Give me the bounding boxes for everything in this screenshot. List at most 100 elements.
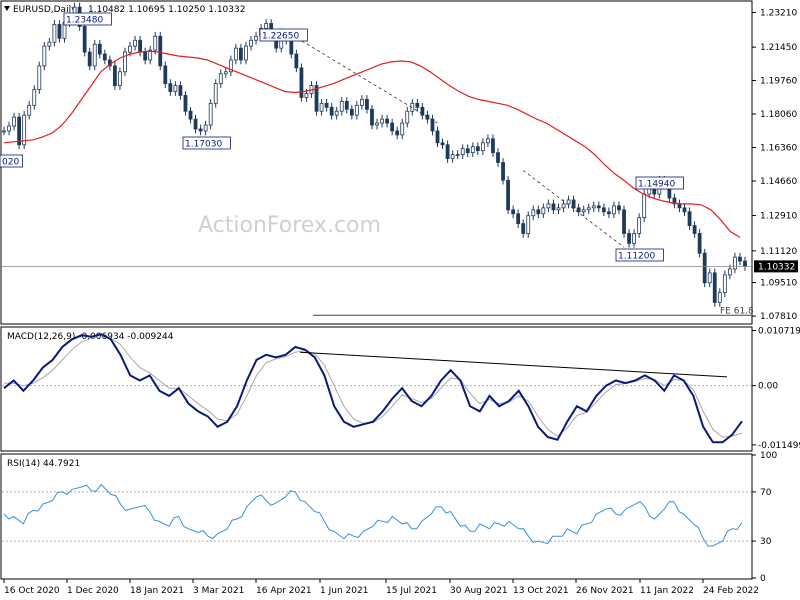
x-tick-label: 24 Feb 2022 bbox=[703, 586, 759, 596]
price-candle bbox=[707, 272, 712, 284]
price-candle bbox=[581, 209, 586, 213]
rsi-axis: 100 70 30 0 bbox=[752, 451, 777, 584]
price-candle bbox=[551, 203, 556, 211]
price-label-box bbox=[615, 248, 664, 262]
rsi-tick-label: 100 bbox=[760, 451, 777, 461]
price-candle bbox=[712, 272, 717, 303]
price-label-box bbox=[0, 154, 24, 168]
price-label: 020 bbox=[2, 158, 19, 168]
macd-tick-label: 0.00 bbox=[758, 382, 778, 392]
price-candle bbox=[733, 256, 737, 270]
trendline-dashed bbox=[281, 28, 438, 124]
price-candle bbox=[632, 233, 637, 244]
watermark: ActionForex.com bbox=[198, 213, 381, 238]
price-candle bbox=[576, 207, 581, 213]
price-candle bbox=[743, 260, 747, 267]
x-tick-label: 15 Jul 2021 bbox=[386, 586, 437, 596]
price-candle bbox=[606, 211, 611, 215]
price-candle bbox=[722, 274, 727, 294]
dropdown-arrow-icon[interactable] bbox=[4, 6, 10, 11]
rsi-tick-label: 70 bbox=[760, 488, 772, 498]
price-candle bbox=[586, 207, 591, 211]
price-candle bbox=[526, 215, 531, 234]
price-candle bbox=[405, 110, 410, 124]
x-tick-label: 11 Jan 2022 bbox=[640, 586, 694, 596]
x-tick-label: 16 Apr 2021 bbox=[256, 586, 312, 596]
price-candle bbox=[133, 39, 137, 47]
price-candle bbox=[153, 35, 158, 51]
x-tick-label: 3 Mar 2021 bbox=[193, 586, 244, 596]
price-label: 1.17030 bbox=[185, 140, 222, 150]
price-candle bbox=[233, 47, 238, 61]
current-price-box bbox=[754, 260, 798, 273]
price-candle bbox=[697, 233, 702, 254]
price-candle bbox=[359, 99, 364, 106]
price-candle bbox=[531, 209, 536, 217]
price-candle bbox=[601, 207, 606, 213]
price-candle bbox=[440, 142, 445, 146]
price-label: 1.22650 bbox=[262, 32, 299, 42]
price-symbol: EURUSD,Daily bbox=[13, 5, 77, 15]
price-candle bbox=[118, 71, 122, 87]
price-candle bbox=[148, 49, 153, 61]
price-candle bbox=[349, 108, 354, 116]
price-candle bbox=[128, 45, 132, 53]
price-candle bbox=[314, 85, 319, 112]
price-candle bbox=[223, 71, 228, 75]
price-candle bbox=[390, 122, 395, 132]
price-candle bbox=[228, 59, 233, 73]
rsi-tick-label: 0 bbox=[760, 574, 766, 584]
price-candle bbox=[173, 85, 178, 92]
price-candle bbox=[143, 51, 148, 61]
price-tick-label: 1.19760 bbox=[760, 76, 797, 86]
moving-average bbox=[3, 50, 741, 238]
price-label-box bbox=[259, 28, 308, 42]
price-candle bbox=[430, 118, 435, 132]
price-candle bbox=[480, 142, 485, 152]
price-candle bbox=[566, 199, 571, 205]
price-candle bbox=[102, 53, 107, 61]
price-candle bbox=[556, 207, 561, 211]
x-tick-label: 30 Aug 2021 bbox=[450, 586, 508, 596]
price-candle bbox=[339, 100, 344, 112]
price-candle bbox=[27, 104, 32, 116]
price-candle bbox=[294, 53, 299, 69]
price-candle bbox=[501, 162, 505, 181]
price-candle bbox=[596, 205, 601, 209]
price-tick-label: 1.07810 bbox=[760, 312, 797, 322]
rsi-tick-label: 30 bbox=[760, 537, 772, 547]
price-candle bbox=[450, 154, 455, 159]
price-label-box bbox=[635, 176, 684, 190]
price-candle bbox=[375, 122, 379, 126]
price-candle bbox=[324, 102, 329, 108]
price-candle bbox=[365, 99, 369, 110]
price-candle bbox=[264, 23, 269, 29]
price-tick-label: 1.09510 bbox=[760, 279, 797, 289]
price-candle bbox=[138, 39, 143, 53]
price-candle bbox=[491, 138, 495, 154]
price-candle bbox=[692, 225, 697, 234]
macd-panel bbox=[0, 326, 753, 452]
price-candle bbox=[304, 93, 309, 98]
x-tick-label: 26 Nov 2021 bbox=[576, 586, 634, 596]
price-label: 1.14940 bbox=[638, 180, 675, 190]
price-candle bbox=[516, 213, 521, 225]
price-candle bbox=[299, 67, 304, 98]
price-candle bbox=[521, 223, 526, 234]
macd-axis: 0.010719 0.00 -0.011499 bbox=[752, 326, 800, 451]
price-candle bbox=[168, 83, 173, 92]
price-candle bbox=[506, 179, 510, 211]
price-candle bbox=[112, 65, 117, 87]
macd-trendline bbox=[299, 351, 728, 378]
price-annotations: 1.23480 1.22650 1.17030 1.14940 1.11200 020 FE… bbox=[0, 12, 754, 316]
price-candle bbox=[244, 45, 248, 61]
price-candle bbox=[511, 209, 516, 215]
price-candle bbox=[370, 108, 374, 126]
price-candle bbox=[47, 41, 52, 47]
price-tick-label: 1.12910 bbox=[760, 212, 797, 222]
price-candle bbox=[37, 65, 42, 90]
price-candle bbox=[486, 138, 490, 144]
price-candle bbox=[475, 146, 480, 152]
price-label: 1.23480 bbox=[66, 16, 103, 26]
price-candle bbox=[445, 144, 450, 159]
